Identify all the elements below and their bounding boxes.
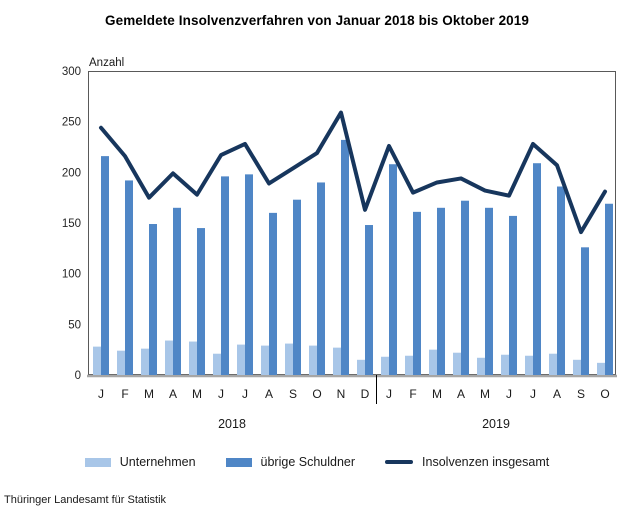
bar — [605, 203, 613, 375]
bar — [429, 349, 437, 375]
bar — [213, 353, 221, 375]
year-label: 2019 — [482, 417, 510, 431]
plot-border — [88, 71, 616, 375]
bar — [389, 164, 397, 375]
bar — [533, 163, 541, 375]
bar — [261, 345, 269, 375]
legend-swatch-uebrige-schuldner — [225, 457, 252, 467]
bar — [477, 357, 485, 375]
bar — [509, 215, 517, 375]
bar — [413, 211, 421, 375]
month-label: F — [121, 387, 128, 401]
month-label: S — [577, 387, 585, 401]
month-label: M — [144, 387, 154, 401]
chart-title: Gemeldete Insolvenzverfahren von Januar … — [104, 13, 530, 28]
bar — [173, 207, 181, 375]
bar — [237, 344, 245, 375]
month-label: A — [169, 387, 177, 401]
bar — [581, 247, 589, 375]
bar — [549, 353, 557, 375]
month-label: A — [553, 387, 561, 401]
month-label: M — [480, 387, 490, 401]
month-label: M — [192, 387, 202, 401]
bar — [149, 224, 157, 375]
bar — [309, 345, 317, 375]
bar — [525, 355, 533, 375]
month-label: J — [386, 387, 392, 401]
legend-swatch-unternehmen — [84, 457, 111, 467]
month-label: J — [506, 387, 512, 401]
month-label: M — [432, 387, 442, 401]
bar — [197, 228, 205, 375]
bar — [117, 350, 125, 375]
legend-item-unternehmen: Unternehmen — [84, 455, 196, 469]
month-label: J — [530, 387, 536, 401]
bar — [437, 207, 445, 375]
legend-item-uebrige-schuldner: übrige Schuldner — [225, 455, 356, 469]
month-label: D — [361, 387, 370, 401]
month-label: J — [242, 387, 248, 401]
bar — [93, 346, 101, 375]
bar — [269, 212, 277, 375]
month-label: A — [457, 387, 465, 401]
bar — [317, 182, 325, 375]
y-axis-title: Anzahl — [89, 57, 124, 69]
bar — [165, 340, 173, 375]
month-label: F — [409, 387, 416, 401]
bar — [341, 139, 349, 375]
y-tick-label: 50 — [68, 319, 81, 331]
bar — [285, 343, 293, 375]
bar — [125, 180, 133, 375]
month-label: J — [98, 387, 104, 401]
total-line — [99, 110, 607, 235]
bar — [381, 356, 389, 375]
year-label: 2018 — [218, 417, 246, 431]
legend-label-unternehmen: Unternehmen — [119, 455, 196, 469]
y-tick-label: 300 — [62, 66, 81, 78]
source-note: Thüringer Landesamt für Statistik — [4, 494, 167, 506]
chart-svg: Anzahl 0 50 100 150 200 250 300 J F M A M J J A S O N D J F M… — [62, 57, 617, 431]
month-label: J — [218, 387, 224, 401]
bar — [357, 359, 365, 375]
bar — [501, 354, 509, 375]
bar — [333, 347, 341, 375]
bar — [485, 207, 493, 375]
legend-item-insolvenzen-insgesamt: Insolvenzen insgesamt — [385, 455, 549, 469]
bar — [461, 200, 469, 375]
y-tick-label: 250 — [62, 117, 81, 129]
bar — [597, 362, 605, 375]
bar — [221, 176, 229, 375]
bar-series-1 — [101, 139, 613, 375]
legend-label-uebrige-schuldner: übrige Schuldner — [260, 455, 356, 469]
y-tick-label: 200 — [62, 167, 81, 179]
legend-line-swatch-insolvenzen-insgesamt — [385, 460, 414, 464]
month-label: A — [265, 387, 273, 401]
bar — [245, 174, 253, 375]
bar — [405, 355, 413, 375]
bar — [141, 348, 149, 375]
y-tick-label: 100 — [62, 269, 81, 281]
month-label: O — [312, 387, 321, 401]
y-axis-ticks: 0 50 100 150 200 250 300 — [62, 66, 81, 382]
bar — [293, 199, 301, 375]
bar — [573, 359, 581, 375]
x-axis-year-labels: 2018 2019 — [218, 417, 510, 431]
bar — [189, 341, 197, 375]
legend: Unternehmen übrige Schuldner Insolvenzen… — [10, 451, 624, 473]
month-label: O — [600, 387, 609, 401]
y-tick-label: 0 — [75, 370, 81, 382]
bar — [365, 225, 373, 375]
month-label: S — [289, 387, 297, 401]
bar — [557, 186, 565, 375]
bar — [453, 352, 461, 375]
bar-series-0 — [93, 340, 605, 375]
month-label: N — [337, 387, 346, 401]
bar — [101, 156, 109, 375]
legend-label-insolvenzen-insgesamt: Insolvenzen insgesamt — [422, 455, 550, 469]
y-tick-label: 150 — [62, 218, 81, 230]
